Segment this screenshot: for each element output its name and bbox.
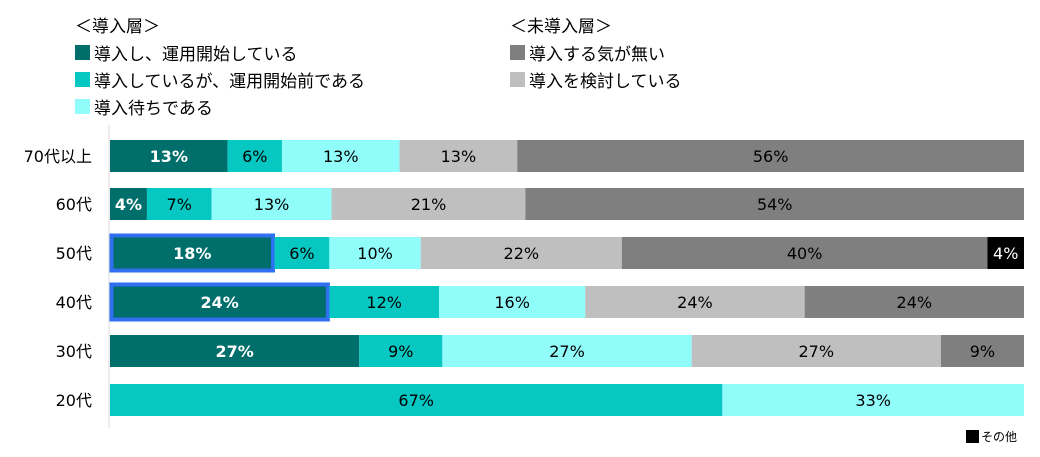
bar-segment [722, 384, 1024, 416]
bar-segment [399, 140, 518, 172]
highlight-box [109, 282, 330, 322]
legend-group-title: ＜導入層＞ [75, 17, 160, 37]
data-label: 13% [323, 147, 359, 166]
legend-item: 導入する気が無い [510, 40, 665, 65]
data-label: 24% [677, 293, 713, 312]
legend-label: 導入を検討している [529, 72, 682, 92]
legend-label: 導入する気が無い [529, 45, 665, 65]
data-label: 27% [215, 342, 253, 361]
bar-segment [110, 384, 723, 416]
bar-segment [621, 237, 988, 269]
category-label: 50代 [56, 244, 92, 263]
legend-item: 導入を検討している [510, 67, 682, 92]
bar-segment [329, 237, 421, 269]
category-label: 30代 [56, 342, 92, 361]
bar-segment [331, 188, 526, 220]
data-label: 16% [494, 293, 530, 312]
data-label: 13% [150, 147, 188, 166]
bar-segment [359, 335, 443, 367]
bar-segment [987, 237, 1024, 269]
legend-item: 導入し、運用開始している [75, 40, 298, 65]
category-label: 40代 [56, 293, 92, 312]
bar-segment [420, 237, 622, 269]
data-label: 18% [173, 244, 211, 263]
legend-swatch [966, 430, 979, 443]
data-label: 6% [289, 244, 314, 263]
bar-segment [439, 286, 586, 318]
bar-segment [110, 286, 330, 318]
data-label: 9% [970, 342, 995, 361]
bar-segment [146, 188, 212, 220]
legend-swatch [75, 99, 90, 114]
data-label: 12% [366, 293, 402, 312]
bar-segment [940, 335, 1024, 367]
data-label: 24% [201, 293, 239, 312]
bar-segment [329, 286, 440, 318]
bar-segment [442, 335, 692, 367]
legend-label: 導入待ちである [94, 99, 213, 119]
bar-segment [517, 140, 1024, 172]
legend-swatch [510, 45, 525, 60]
bar-segment [110, 188, 147, 220]
category-label: 60代 [56, 195, 92, 214]
legend-swatch [75, 72, 90, 87]
bar-segment [110, 140, 228, 172]
bar-segment [585, 286, 805, 318]
bar-segment [281, 140, 400, 172]
bar-segment [274, 237, 330, 269]
bar-segment [110, 237, 275, 269]
bar-segment [211, 188, 332, 220]
data-label: 13% [441, 147, 477, 166]
legend-label: 導入し、運用開始している [94, 45, 298, 65]
bar-segment [110, 335, 360, 367]
legend-label: 導入しているが、運用開始前である [94, 72, 365, 92]
legend-group-title: ＜未導入層＞ [510, 17, 612, 37]
data-label: 21% [411, 195, 447, 214]
data-label: 6% [242, 147, 267, 166]
data-label: 40% [787, 244, 823, 263]
data-label: 4% [993, 244, 1018, 263]
bar-segment [804, 286, 1024, 318]
data-label: 27% [549, 342, 585, 361]
legend-label: その他 [981, 430, 1018, 444]
category-label: 20代 [56, 391, 92, 410]
data-label: 10% [357, 244, 393, 263]
data-label: 22% [504, 244, 540, 263]
data-label: 24% [897, 293, 933, 312]
data-label: 54% [757, 195, 793, 214]
data-label: 27% [798, 342, 834, 361]
legend-item-other: その他 [966, 428, 1017, 445]
legend-item: 導入しているが、運用開始前である [75, 67, 365, 92]
bar-segment [227, 140, 282, 172]
highlight-box [109, 233, 276, 273]
data-label: 33% [855, 391, 891, 410]
bar-segment [691, 335, 941, 367]
data-label: 4% [115, 195, 142, 214]
data-label: 13% [254, 195, 290, 214]
bar-segment [525, 188, 1024, 220]
data-label: 67% [398, 391, 434, 410]
legend-swatch [75, 45, 90, 60]
legend-item: 導入待ちである [75, 94, 213, 119]
data-label: 56% [753, 147, 789, 166]
legend-swatch [510, 72, 525, 87]
data-label: 9% [388, 342, 413, 361]
category-label: 70代以上 [24, 147, 92, 166]
data-label: 7% [167, 195, 192, 214]
